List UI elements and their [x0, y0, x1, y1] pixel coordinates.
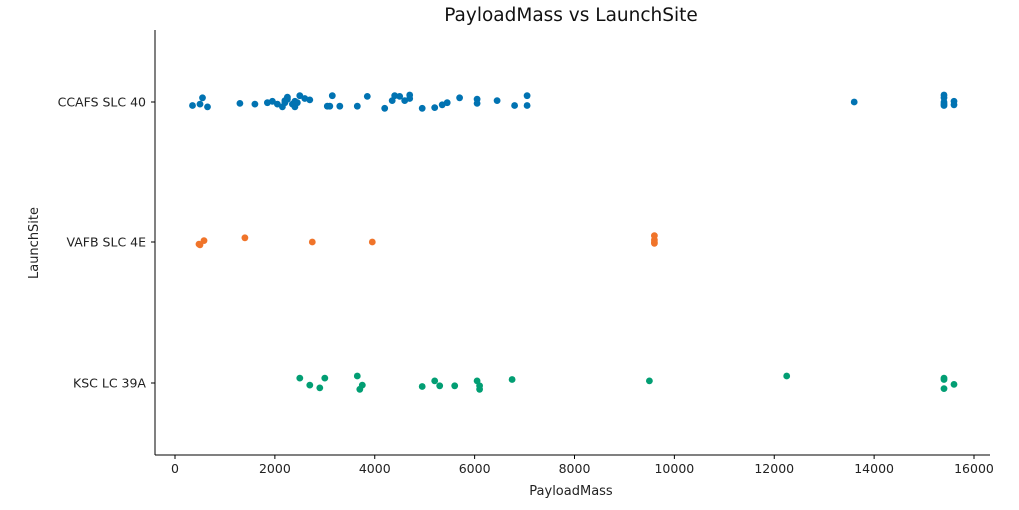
data-point — [508, 376, 516, 383]
data-point — [646, 377, 653, 385]
data-point — [406, 91, 414, 99]
data-point — [431, 104, 439, 111]
data-point — [353, 102, 361, 110]
data-point — [950, 101, 958, 109]
data-point — [199, 94, 206, 102]
data-point — [363, 93, 371, 100]
data-point — [236, 100, 244, 107]
data-point — [189, 102, 196, 109]
data-point — [431, 377, 439, 385]
data-point — [326, 102, 334, 110]
x-tick-label: 6000 — [459, 461, 491, 476]
data-point — [269, 97, 276, 105]
data-point — [196, 100, 204, 108]
data-point — [651, 240, 658, 247]
data-point — [443, 99, 451, 107]
y-tick-label: CCAFS SLC 40 — [58, 95, 146, 110]
data-point — [316, 384, 324, 392]
data-point — [456, 94, 463, 102]
x-tick-label: 4000 — [359, 461, 391, 476]
data-point — [451, 382, 459, 390]
data-point — [200, 237, 208, 245]
x-tick-label: 0 — [171, 461, 179, 476]
data-point — [368, 238, 376, 246]
data-point — [523, 92, 531, 100]
x-tick-label: 16000 — [954, 461, 994, 476]
data-point — [306, 96, 314, 104]
x-axis-label: PayloadMass — [529, 484, 613, 499]
x-tick-label: 10000 — [654, 461, 694, 476]
data-point — [476, 385, 483, 393]
x-tick-label: 14000 — [854, 461, 894, 476]
y-axis-label: LaunchSite — [27, 207, 42, 279]
data-point — [358, 381, 366, 389]
y-tick-label: KSC LC 39A — [73, 376, 146, 391]
y-tick-label: VAFB SLC 4E — [67, 235, 147, 250]
x-tick-label: 12000 — [754, 461, 794, 476]
chart-title: PayloadMass vs LaunchSite — [444, 5, 698, 26]
data-point — [940, 376, 948, 383]
data-point — [274, 100, 281, 108]
data-point — [940, 385, 948, 392]
data-point — [418, 104, 426, 112]
data-point — [418, 383, 426, 390]
x-tick-label: 8000 — [559, 461, 591, 476]
data-point — [241, 234, 249, 242]
data-point — [336, 102, 344, 110]
plot-marks — [189, 91, 958, 393]
data-point — [308, 238, 316, 246]
data-point — [328, 92, 336, 100]
data-point — [296, 374, 304, 382]
data-point — [296, 92, 304, 100]
data-point — [436, 382, 444, 390]
data-point — [381, 104, 389, 112]
data-point — [473, 100, 481, 107]
plot-axes: 0 2000 4000 6000 8000 10000 12000 14000 16000 CCA… — [58, 30, 994, 476]
data-point — [251, 100, 259, 108]
data-point — [321, 374, 329, 382]
data-point — [396, 93, 404, 100]
data-point — [293, 99, 301, 107]
data-point — [940, 102, 948, 109]
data-point — [204, 103, 211, 111]
x-tick-label: 2000 — [259, 461, 291, 476]
data-point — [284, 95, 291, 103]
data-point — [493, 97, 501, 104]
data-point — [511, 102, 518, 109]
data-point — [950, 381, 958, 388]
data-point — [353, 372, 361, 380]
data-point — [391, 92, 399, 100]
data-point — [306, 381, 314, 389]
data-point — [850, 98, 858, 106]
data-point — [783, 372, 791, 380]
data-point — [523, 102, 531, 109]
